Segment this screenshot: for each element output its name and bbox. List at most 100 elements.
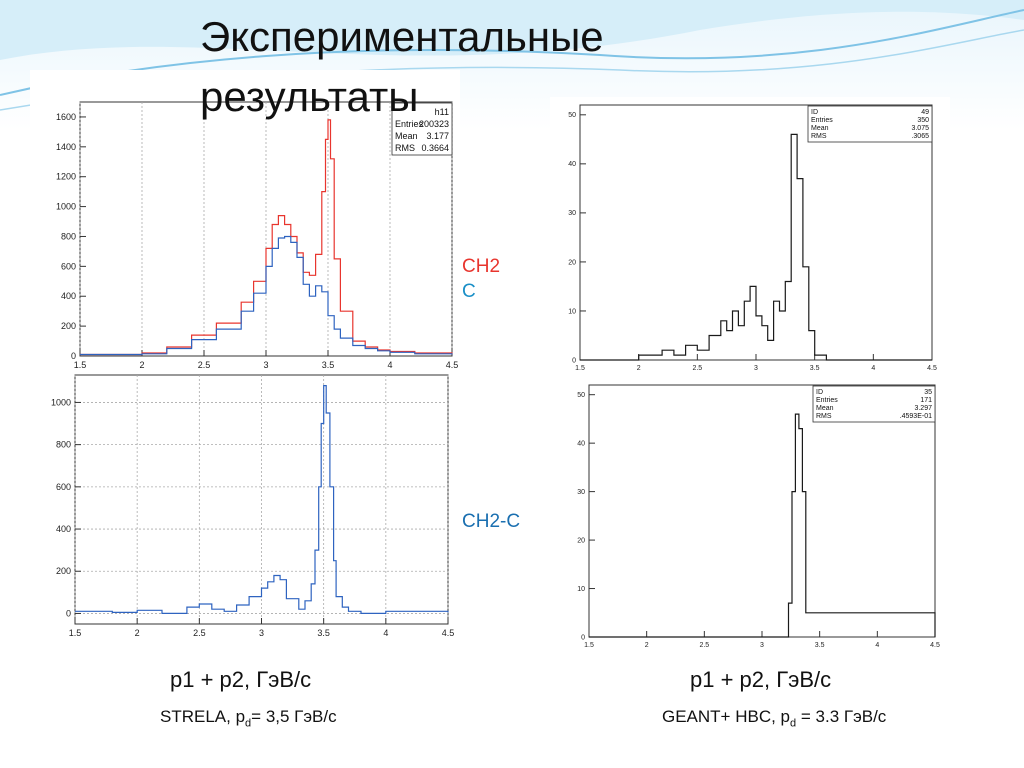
stats-key: Entries (395, 119, 424, 129)
right-x-axis-caption: p1 + p2, ГэВ/с (690, 667, 832, 692)
stats-value: 200323 (419, 119, 449, 129)
stats-key: Mean (816, 405, 834, 412)
chart-top-left-panel: 1.5 2 2.5 3 3.5 4 4.5 0 200 400 600 800 1000 1200 1400… (30, 70, 460, 372)
legend-ch2: CH2 (462, 256, 501, 277)
x-tick-label: 4.5 (446, 360, 459, 370)
chart-top-right-panel: 1.5 2 2.5 3 3.5 4 4.5 0 10 20 30 40 50 ID 49 Entries 350… (550, 97, 950, 380)
x-tick-label: 2.5 (692, 365, 702, 372)
y-tick-label: 1600 (56, 112, 76, 122)
stats-value: 350 (917, 117, 929, 124)
y-tick-label: 1400 (56, 142, 76, 152)
stats-key: Entries (816, 397, 838, 404)
x-tick-label: 3 (259, 628, 264, 638)
chart-top-right: 1.5 2 2.5 3 3.5 4 4.5 0 10 20 30 40 50 ID 49 Entries 350… (568, 104, 937, 372)
stats-box-frame (391, 102, 453, 156)
x-tick-label: 4.5 (930, 642, 940, 649)
slide-title-line-1: Экспериментальные (200, 13, 604, 60)
y-tick-label: 40 (568, 161, 576, 168)
y-tick-label: 50 (568, 112, 576, 119)
x-tick-label: 1.5 (584, 642, 594, 649)
x-tick-label: 2.5 (198, 360, 211, 370)
x-tick-label: 3 (754, 365, 758, 372)
x-tick-label: 2 (135, 628, 140, 638)
stats-key: RMS (811, 133, 827, 140)
y-tick-label: 0 (581, 634, 585, 641)
series-ch2-c-line (75, 385, 449, 614)
stats-key: RMS (816, 413, 832, 420)
y-tick-label: 1000 (51, 397, 71, 407)
legend-ch2-minus-c: CH2-C (462, 511, 521, 532)
stats-box-frame (812, 385, 936, 423)
stats-value: 3.075 (911, 125, 929, 132)
plot-frame (579, 104, 933, 361)
right-note: GEANT+ HBC, pd = 3.3 ГэВ/с (662, 707, 886, 729)
y-tick-label: 20 (577, 537, 585, 544)
chart-top-left: 1.5 2 2.5 3 3.5 4 4.5 0 200 400 600 800 1000 1200 1400… (56, 101, 459, 370)
y-tick-label: 10 (577, 586, 585, 593)
x-tick-label: 1.5 (74, 360, 87, 370)
y-tick-label: 20 (568, 259, 576, 266)
x-tick-label: 4.5 (927, 365, 937, 372)
x-tick-label: 3 (263, 360, 268, 370)
y-tick-label: 200 (61, 321, 76, 331)
stats-value: 35 (924, 389, 932, 396)
stats-value: 49 (921, 109, 929, 116)
y-tick-label: 600 (61, 261, 76, 271)
x-tick-label: 4 (383, 628, 388, 638)
x-tick-label: 2 (139, 360, 144, 370)
stats-box: ID 49 Entries 350 Mean 3.075 RMS .3065 (807, 105, 933, 143)
y-tick-label: 30 (577, 489, 585, 496)
chart-bottom-left-panel: 1.5 2 2.5 3 3.5 4 4.5 0 200 400 600 800 1000 (30, 372, 460, 642)
stats-value: 3.177 (426, 131, 449, 141)
y-tick-label: 0 (572, 357, 576, 364)
x-tick-label: 2 (637, 365, 641, 372)
stats-key: ID (811, 109, 818, 116)
y-tick-label: 1200 (56, 172, 76, 182)
stats-box-frame (807, 105, 933, 143)
x-tick-label: 2.5 (699, 642, 709, 649)
chart-bottom-right-panel: 1.5 2 2.5 3 3.5 4 4.5 0 10 20 30 40 50 ID 35 Entries 171… (563, 375, 953, 650)
x-tick-label: 3 (760, 642, 764, 649)
left-x-axis-caption: p1 + p2, ГэВ/с (170, 667, 312, 692)
y-tick-label: 40 (577, 440, 585, 447)
right-note-suffix: = 3.3 ГэВ/с (796, 707, 887, 726)
stats-key: Mean (811, 125, 829, 132)
stats-key: Entries (811, 117, 833, 124)
x-tick-label: 3.5 (815, 642, 825, 649)
y-tick-label: 10 (568, 308, 576, 315)
x-tick-label: 4 (387, 360, 392, 370)
right-note-prefix: GEANT+ HBC, p (662, 707, 791, 726)
slide-title-line-2: результаты (200, 73, 419, 120)
x-tick-label: 3.5 (317, 628, 330, 638)
series-hist-line (589, 413, 936, 638)
stats-value: .3065 (911, 133, 929, 140)
x-tick-label: 1.5 (69, 628, 82, 638)
x-tick-label: 3.5 (810, 365, 820, 372)
stats-box: ID 35 Entries 171 Mean 3.297 RMS .4593E-01 (812, 385, 936, 423)
stats-value: 3.297 (914, 405, 932, 412)
y-tick-label: 50 (577, 392, 585, 399)
y-tick-label: 1000 (56, 202, 76, 212)
x-tick-label: 1.5 (575, 365, 585, 372)
plot-frame (588, 384, 936, 638)
left-note-suffix: = 3,5 ГэВ/с (251, 707, 337, 726)
y-tick-label: 400 (56, 524, 71, 534)
y-tick-label: 200 (56, 566, 71, 576)
stats-title: h11 (435, 107, 449, 117)
x-tick-label: 3.5 (322, 360, 335, 370)
stats-key: ID (816, 389, 823, 396)
left-note: STRELA, pd= 3,5 ГэВ/с (160, 707, 337, 729)
stats-value: 171 (920, 397, 932, 404)
legend-c: C (462, 281, 476, 302)
x-tick-label: 2.5 (193, 628, 206, 638)
plot-frame (79, 101, 453, 357)
x-tick-label: 4 (871, 365, 875, 372)
x-tick-label: 2 (645, 642, 649, 649)
y-tick-label: 0 (66, 608, 71, 618)
x-tick-label: 4 (875, 642, 879, 649)
right-note-sub: d (790, 717, 797, 730)
stats-key: Mean (395, 131, 418, 141)
y-tick-label: 600 (56, 482, 71, 492)
stats-key: RMS (395, 143, 415, 153)
